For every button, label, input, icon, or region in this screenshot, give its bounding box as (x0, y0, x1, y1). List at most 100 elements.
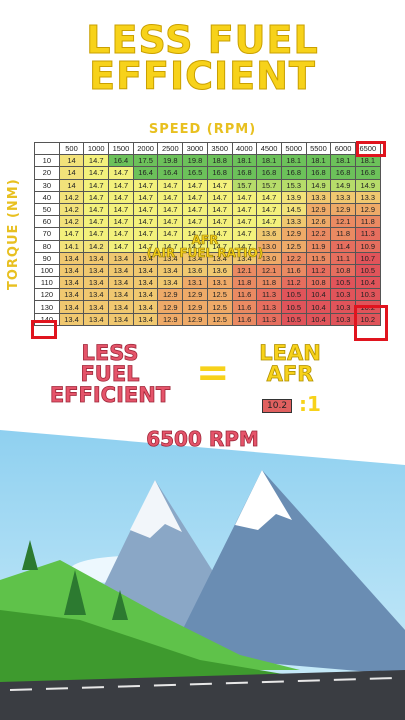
torque-row-header: 70 (34, 227, 60, 241)
afr-cell: 13.4 (132, 251, 159, 265)
afr-cell: 14.9 (354, 178, 381, 192)
afr-cell: 14.2 (58, 190, 85, 204)
afr-cell: 13.4 (108, 300, 134, 314)
afr-cell: 13.1 (206, 276, 233, 290)
afr-cell: 13.4 (83, 251, 110, 265)
afr-cell: 14.7 (83, 202, 110, 217)
afr-cell: 14.7 (157, 215, 184, 229)
afr-cell: 14.5 (280, 202, 307, 217)
afr-cell: 14.7 (132, 190, 159, 204)
afr-cell: 13.4 (83, 263, 110, 278)
afr-cell: 14.7 (157, 178, 184, 192)
afr-cell: 13.4 (108, 288, 134, 302)
afr-cell: 18.1 (305, 154, 332, 168)
lhs-line2: FUEL (80, 362, 140, 386)
afr-cell: 10.4 (305, 300, 332, 314)
afr-cell: 13.4 (58, 276, 85, 290)
afr-cell: 14.7 (182, 190, 208, 204)
afr-cell: 14.7 (83, 178, 110, 192)
afr-cell: 14.7 (231, 190, 258, 204)
table-row: 10 14 14.7 16.4 17.5 19.8 19.8 18.8 18.1 18.1 18.1… (34, 154, 381, 168)
afr-cell: 16.8 (206, 166, 233, 180)
afr-cell: 17.5 (132, 154, 159, 168)
afr-cell: 14.7 (108, 202, 134, 217)
afr-cell: 12.9 (182, 300, 208, 314)
highlight-140-torque (31, 320, 57, 339)
rpm-header-cell: 4500 (256, 141, 282, 156)
afr-cell: 10.3 (330, 312, 356, 326)
afr-cell: 13.4 (108, 276, 134, 290)
afr-cell: 19.8 (182, 154, 208, 168)
afr-cell: 13.0 (256, 239, 282, 253)
afr-overlay: AFR (AIR FUEL RATIO) (120, 233, 290, 260)
afr-cell: 18.8 (206, 154, 233, 168)
afr-cell: 13.3 (330, 190, 356, 204)
afr-cell: 14.7 (108, 227, 134, 241)
lhs-line3: EFFICIENT (49, 383, 171, 407)
table-row: 60 14.2 14.7 14.7 14.7 14.7 14.7 14.7 14.7 14.7 13… (34, 215, 381, 229)
afr-cell: 14.7 (108, 178, 134, 192)
afr-cell: 14.7 (157, 239, 184, 253)
afr-cell: 14.7 (83, 227, 110, 241)
torque-row-header: 110 (34, 276, 60, 290)
afr-cell: 10.5 (354, 263, 381, 278)
afr-cell: 14.2 (58, 202, 85, 217)
torque-row-header: 130 (34, 300, 60, 314)
afr-cell: 13.4 (132, 276, 159, 290)
afr-cell: 11.8 (231, 276, 258, 290)
afr-cell: 13.4 (132, 300, 159, 314)
afr-cell: 12.9 (157, 300, 184, 314)
table-row: 30 14 14.7 14.7 14.7 14.7 14.7 14.7 15.7 15.7 15.3… (34, 178, 381, 192)
rpm-header-cell: 3500 (206, 141, 233, 156)
afr-cell: 11.3 (256, 300, 282, 314)
afr-cell: 15.7 (231, 178, 258, 192)
lhs-line1: LESS (81, 341, 139, 365)
torque-axis-label: TORQUE (NM) (6, 178, 21, 290)
afr-cell: 14.7 (132, 239, 159, 253)
afr-cell: 14.7 (256, 215, 282, 229)
rpm-header-cell: 3000 (182, 141, 208, 156)
afr-cell: 11.6 (231, 300, 258, 314)
table-row: 70 14.7 14.7 14.7 14.7 14.7 14.7 14.7 14.7 13.6 12… (34, 227, 381, 241)
equation-rhs: LEAN AFR (240, 342, 340, 385)
headline-line1: LESS FUEL (86, 18, 319, 63)
afr-cell: 13.3 (280, 215, 307, 229)
afr-cell: 14.7 (58, 227, 85, 241)
afr-cell: 14.7 (256, 190, 282, 204)
afr-cell: 12.1 (231, 263, 258, 278)
afr-cell: 14.7 (132, 215, 159, 229)
afr-cell: 16.4 (108, 154, 134, 168)
afr-cell: 13.9 (280, 190, 307, 204)
afr-cell: 13.4 (108, 312, 134, 326)
afr-cell: 14.2 (83, 239, 110, 253)
afr-cell: 15.3 (280, 178, 307, 192)
afr-cell: 13.4 (157, 263, 184, 278)
afr-cell: 13.0 (256, 251, 282, 265)
afr-cell: 13.4 (83, 312, 110, 326)
afr-cell: 11.3 (256, 312, 282, 326)
rpm-header-cell: 6000 (330, 141, 356, 156)
table-row: 20 14 14.7 14.7 16.4 16.4 16.5 16.8 16.8 16.8 16.8… (34, 166, 381, 180)
ratio-value: 10.2 (262, 398, 293, 413)
afr-cell: 10.5 (280, 288, 307, 302)
afr-cell: 14.7 (182, 215, 208, 229)
afr-cell: 10.4 (354, 276, 381, 290)
afr-cell: 12.1 (330, 215, 356, 229)
afr-cell: 14.7 (182, 202, 208, 217)
torque-row-header: 30 (34, 178, 60, 192)
afr-table: 500 1000 1500 2000 2500 3000 3500 4000 4500 5000 5… (34, 141, 381, 326)
afr-cell: 14.7 (83, 166, 110, 180)
afr-cell: 11.3 (354, 227, 381, 241)
afr-cell: 13.4 (83, 288, 110, 302)
afr-cell: 13.4 (58, 251, 85, 265)
afr-cell: 14.7 (83, 190, 110, 204)
afr-cell: 13.4 (58, 288, 85, 302)
afr-cell: 19.8 (157, 154, 184, 168)
afr-cell: 13.4 (182, 251, 208, 265)
afr-cell: 13.4 (132, 288, 159, 302)
equals-sign: = (196, 350, 230, 396)
afr-cell: 13.6 (206, 263, 233, 278)
afr-cell: 10.3 (330, 300, 356, 314)
afr-cell: 11.4 (330, 239, 356, 253)
torque-row-header: 80 (34, 239, 60, 253)
